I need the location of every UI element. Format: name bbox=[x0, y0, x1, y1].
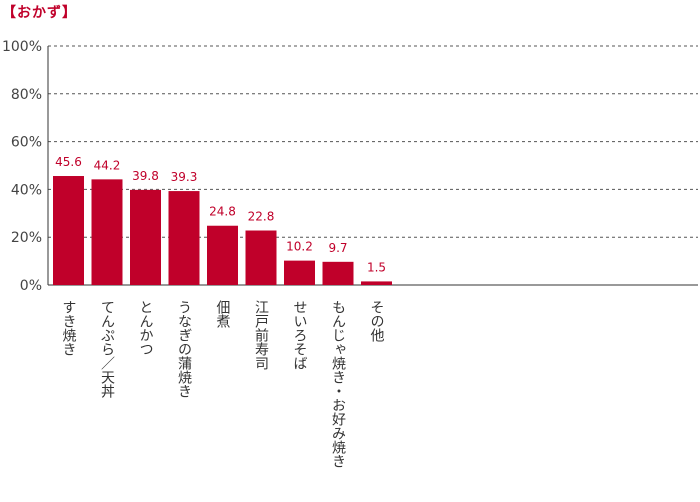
data-label: 9.7 bbox=[328, 241, 347, 255]
bar bbox=[284, 260, 315, 285]
bar bbox=[361, 281, 392, 285]
bar bbox=[91, 179, 123, 285]
data-label: 10.2 bbox=[286, 240, 313, 254]
data-label: 44.2 bbox=[94, 158, 121, 172]
data-label: 39.3 bbox=[171, 170, 198, 184]
x-category-label: その他 bbox=[369, 300, 385, 343]
y-tick-label: 40% bbox=[11, 182, 42, 198]
y-tick-label: 60% bbox=[11, 135, 42, 151]
y-tick-label: 100% bbox=[2, 39, 42, 55]
data-label: 1.5 bbox=[367, 260, 386, 274]
y-tick-label: 80% bbox=[11, 87, 42, 103]
x-category-label: うなぎの蒲焼き bbox=[176, 300, 192, 398]
y-tick-label: 20% bbox=[11, 230, 42, 246]
x-category-label: せいろそば bbox=[292, 300, 308, 370]
data-label: 39.8 bbox=[132, 169, 159, 183]
x-category-label: てんぷら／天丼 bbox=[99, 300, 115, 398]
x-category-label: もんじゃ焼き・お好み焼き bbox=[330, 300, 346, 468]
data-label: 24.8 bbox=[209, 205, 236, 219]
bar bbox=[130, 189, 161, 285]
data-label: 45.6 bbox=[55, 155, 82, 169]
bar bbox=[168, 191, 200, 285]
x-category-label: とんかつ bbox=[138, 300, 154, 356]
bar bbox=[245, 230, 277, 285]
bar bbox=[322, 261, 354, 285]
chart-title: 【おかず】 bbox=[2, 5, 77, 21]
bar bbox=[53, 176, 84, 285]
data-label: 22.8 bbox=[248, 210, 275, 224]
y-tick-label: 0% bbox=[20, 278, 42, 294]
bar bbox=[207, 225, 238, 285]
x-category-label: 佃煮 bbox=[215, 300, 231, 328]
x-category-label: 江戸前寿司 bbox=[253, 300, 269, 370]
x-category-label: すき焼き bbox=[61, 300, 77, 356]
